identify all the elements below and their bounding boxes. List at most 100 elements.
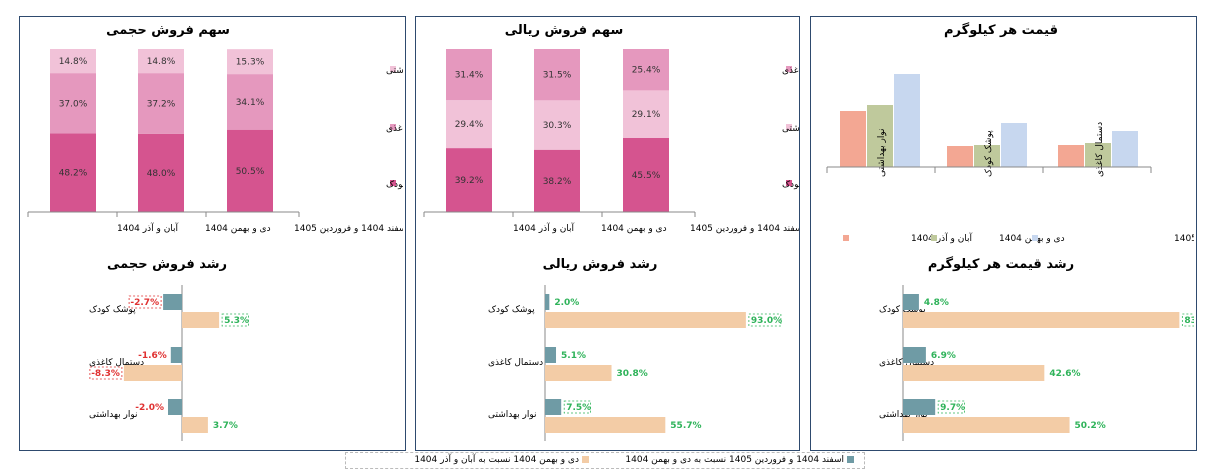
data-label: 14.8% — [147, 57, 176, 67]
c-rial-growth-svg: رشد فروش ریالی پوشک کودک 2.0% 93.0% دستمال ک… — [488, 257, 782, 441]
legend-swatch — [931, 235, 937, 241]
data-label: 15.3% — [236, 58, 265, 68]
data-label: 29.4% — [455, 120, 484, 130]
legend-swatch — [786, 124, 792, 130]
chart-volume-growth: رشد فروش حجمی پوشک کودک -2.7% 5.3% دستمال کا… — [22, 249, 403, 448]
label-box — [937, 400, 965, 414]
bar-segment — [446, 49, 492, 101]
legend-label: نوار بهداشتی — [782, 124, 799, 134]
bar — [1112, 131, 1138, 167]
data-label: 42.6% — [1049, 369, 1080, 379]
x-tick-label: نوار بهداشتی — [877, 129, 887, 178]
bar-segment — [138, 133, 184, 212]
legend-swatch — [786, 180, 792, 186]
label-box — [563, 400, 591, 414]
bar — [545, 365, 612, 381]
y-tick-label: نوار بهداشتی — [89, 410, 138, 420]
legend-swatch — [786, 66, 792, 72]
bar — [894, 74, 920, 167]
data-label: 25.4% — [632, 66, 661, 76]
bar — [163, 294, 182, 310]
data-label: 30.3% — [543, 121, 572, 131]
bar — [903, 417, 1070, 433]
data-label: 37.2% — [147, 99, 176, 109]
bar-segment — [446, 148, 492, 212]
bar — [867, 105, 893, 167]
legend-text-g1: اسفند 1404 و فروردین 1405 نسبت به دی و ب… — [625, 455, 844, 465]
x-tick-label: آبان و آذر 1404 — [117, 222, 179, 234]
bar — [545, 417, 666, 433]
bar — [903, 312, 1180, 328]
legend-text-g2: دی و بهمن 1404 نسبت به آبان و آذر 1404 — [414, 455, 579, 465]
bar — [123, 365, 182, 381]
y-tick-label: دستمال کاغذی — [89, 358, 144, 368]
data-label: -1.6% — [138, 351, 167, 361]
data-label: 38.2% — [543, 177, 572, 187]
chart-title: رشد فروش ریالی — [543, 257, 658, 272]
bar-segment — [50, 49, 96, 74]
bar — [545, 347, 557, 363]
data-label: 29.1% — [632, 110, 661, 120]
label-box — [221, 313, 249, 327]
data-label: 37.0% — [59, 99, 88, 109]
data-label: 3.7% — [213, 421, 238, 431]
data-label: 45.5% — [632, 171, 661, 181]
bar — [840, 111, 866, 167]
legend-label: دستمال کاغذی — [782, 66, 799, 76]
data-label: 55.7% — [670, 421, 701, 431]
x-tick-label: دی و بهمن 1404 — [601, 224, 667, 234]
chart-title: سهم فروش ریالی — [505, 23, 624, 38]
bar — [903, 294, 919, 310]
legend-swatch-g2 — [582, 456, 589, 463]
c-price-kg-svg: قیمت هر کیلوگرم نوار بهداشتی پوشک کودک دستم… — [826, 22, 1194, 244]
bar — [545, 294, 550, 310]
bar — [903, 399, 936, 415]
chart-rial-growth: رشد فروش ریالی پوشک کودک 2.0% 93.0% دستمال ک… — [418, 249, 797, 448]
label-box — [89, 366, 123, 380]
legend-item-g2: دی و بهمن 1404 نسبت به آبان و آذر 1404 — [414, 455, 589, 465]
bar-segment — [534, 49, 580, 101]
legend-item-g1: اسفند 1404 و فروردین 1405 نسبت به دی و ب… — [625, 455, 854, 465]
bar — [1058, 145, 1084, 167]
data-label: 48.0% — [147, 169, 176, 179]
label-box — [1181, 313, 1194, 327]
bar-segment — [446, 100, 492, 149]
bar — [903, 347, 926, 363]
y-tick-label: نوار بهداشتی — [488, 410, 537, 420]
y-tick-label: پوشک کودک — [89, 304, 136, 315]
legend-swatch-g1 — [847, 456, 854, 463]
c-rial-share-svg: سهم فروش ریالی 39.2% 29.4% 31.4% آبان و آذر … — [423, 23, 799, 234]
data-label: 4.8% — [924, 298, 949, 308]
bar-segment — [50, 73, 96, 134]
data-label: 83.3% — [1184, 316, 1194, 326]
bar — [974, 145, 1000, 167]
legend-label: آبان و آذر 1404 — [911, 232, 973, 244]
x-tick-label: دی و بهمن 1404 — [205, 224, 271, 234]
data-label: 39.2% — [455, 176, 484, 186]
data-label: 6.9% — [931, 351, 956, 361]
legend-swatch — [390, 66, 396, 72]
bar-segment — [227, 129, 273, 212]
y-tick-label: دستمال کاغذی — [488, 358, 543, 368]
data-label: 5.3% — [224, 316, 249, 326]
bar-segment — [623, 137, 669, 212]
chart-title: سهم فروش حجمی — [106, 23, 230, 38]
bar-segment — [623, 49, 669, 91]
bar-segment — [623, 90, 669, 138]
data-label: 14.8% — [59, 57, 88, 67]
x-tick-label: آبان و آذر 1404 — [513, 222, 575, 234]
c-vol-growth-svg: رشد فروش حجمی پوشک کودک-2.7% 5.3% دستمال کا… — [89, 257, 249, 441]
bar — [1001, 123, 1027, 167]
bar — [545, 312, 746, 328]
bar — [182, 312, 220, 328]
legend-swatch — [390, 124, 396, 130]
data-label: 93.0% — [751, 316, 782, 326]
legend-label: دستمال کاغذی — [386, 124, 403, 134]
y-tick-label: پوشک کودک — [879, 304, 926, 315]
legend-label: نوار بهداشتی — [386, 66, 403, 76]
legend-swatch — [390, 180, 396, 186]
legend-label: اسفند 1404 و فروردین 1405 — [1174, 234, 1194, 244]
bar-segment — [138, 73, 184, 134]
legend-swatch — [843, 235, 849, 241]
